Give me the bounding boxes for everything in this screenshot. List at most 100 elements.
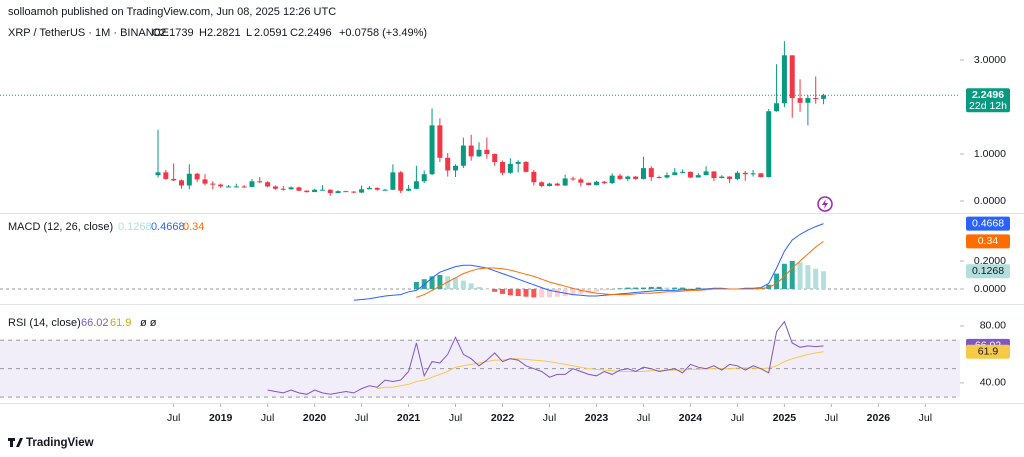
candle-body: [233, 186, 239, 188]
histogram-bar: [656, 286, 662, 289]
candle-body: [648, 168, 654, 178]
candle-body: [734, 172, 740, 179]
histogram-bar: [539, 288, 545, 298]
candle-body: [194, 173, 200, 180]
histogram-bar: [421, 279, 427, 289]
histogram-bar: [672, 287, 678, 289]
candle-body: [821, 95, 827, 99]
rsi-line: [267, 320, 824, 395]
y-tick-label: 40.00: [980, 377, 1006, 389]
candle-body: [225, 186, 231, 188]
histogram-bar: [687, 288, 693, 289]
x-tick-label: Jul: [919, 412, 932, 424]
histogram-bar: [554, 288, 560, 297]
x-tick-label: Jul: [637, 412, 650, 424]
candle-body: [312, 189, 318, 193]
candle-body: [789, 55, 795, 99]
candle-body: [507, 163, 513, 173]
x-tick-label: Jul: [167, 412, 180, 424]
candle-body: [421, 174, 427, 182]
candle-body: [664, 175, 670, 178]
ohlc-letter: L: [246, 27, 252, 39]
histogram-bar: [531, 288, 537, 298]
x-tick-label: Jul: [543, 412, 556, 424]
candle-body: [633, 176, 639, 179]
candle-body: [429, 125, 435, 175]
candle-body: [609, 175, 615, 184]
candle-body: [781, 55, 787, 104]
candle-body: [327, 189, 333, 194]
histogram-bar: [821, 271, 827, 289]
x-tick-label: Jul: [355, 412, 368, 424]
candle-body: [374, 187, 380, 190]
candle-body: [500, 162, 506, 173]
x-tick-label: 2025: [773, 412, 797, 424]
footer-logo: TradingView: [8, 437, 94, 449]
signal-line: [416, 240, 824, 298]
y-tick-label: 80.00: [980, 320, 1006, 332]
ohlc-value: 2.2496: [298, 27, 332, 39]
candle-body: [155, 172, 161, 176]
histogram-bar: [468, 283, 474, 289]
histogram-bar: [695, 287, 701, 289]
ohlc-value: 2.2821: [207, 27, 241, 39]
signal-label: 0.34: [978, 235, 999, 247]
histogram-bar: [593, 288, 599, 292]
candle-body: [171, 178, 177, 181]
candle-body: [437, 125, 443, 158]
candle-body: [202, 179, 208, 184]
candle-body: [617, 175, 623, 179]
candle-body: [288, 187, 294, 190]
rsi-value: 66.02: [81, 317, 109, 329]
candle-body: [445, 157, 451, 171]
histogram-bar: [578, 288, 584, 294]
candle-body: [390, 172, 396, 190]
countdown-label: 22d 12h: [969, 100, 1007, 112]
histogram-bar: [562, 288, 568, 296]
ma-box: [966, 344, 1010, 359]
candle-body: [484, 149, 490, 155]
x-tick-label: Jul: [731, 412, 744, 424]
histogram-bar: [601, 288, 607, 291]
ma-label: 61.9: [978, 346, 999, 358]
macd-label: 0.4668: [972, 217, 1004, 229]
candle-body: [382, 189, 388, 191]
histogram-bar: [774, 273, 780, 289]
candle-body: [241, 186, 247, 188]
event-bolt: [822, 199, 828, 209]
candle-body: [319, 189, 325, 191]
candle-body: [593, 181, 599, 186]
histogram-bar: [515, 288, 521, 296]
candle-body: [335, 191, 341, 194]
y-tick-label: 0.0000: [974, 195, 1006, 207]
x-tick-label: 2026: [867, 412, 891, 424]
candle-body: [687, 171, 693, 178]
histogram-bar: [547, 288, 552, 298]
hist-box: [966, 264, 1010, 279]
macd-box: [966, 216, 1010, 231]
candle-body: [413, 181, 419, 189]
x-tick-label: 2019: [209, 412, 233, 424]
logo-mark: [8, 438, 23, 447]
histogram-bar: [492, 288, 498, 292]
candle-body: [531, 171, 537, 183]
x-tick-label: 2023: [585, 412, 609, 424]
candle-body: [742, 172, 748, 175]
x-tick-label: 2022: [491, 412, 515, 424]
publisher-line: solloamoh published on TradingView.com, …: [8, 6, 336, 18]
candle-body: [492, 154, 498, 163]
histogram-bar: [766, 284, 772, 289]
candle-body: [719, 176, 725, 178]
candle-body: [186, 173, 192, 186]
histogram-bar: [507, 288, 513, 296]
x-tick-label: 2024: [679, 412, 703, 424]
candle-body: [547, 183, 552, 186]
histogram-bar: [789, 260, 795, 289]
candle-body: [343, 191, 349, 193]
candle-body: [351, 191, 357, 193]
histogram-bar: [484, 288, 490, 290]
ohlc-letter: C: [290, 27, 298, 39]
ohlc-letter: H: [199, 27, 207, 39]
